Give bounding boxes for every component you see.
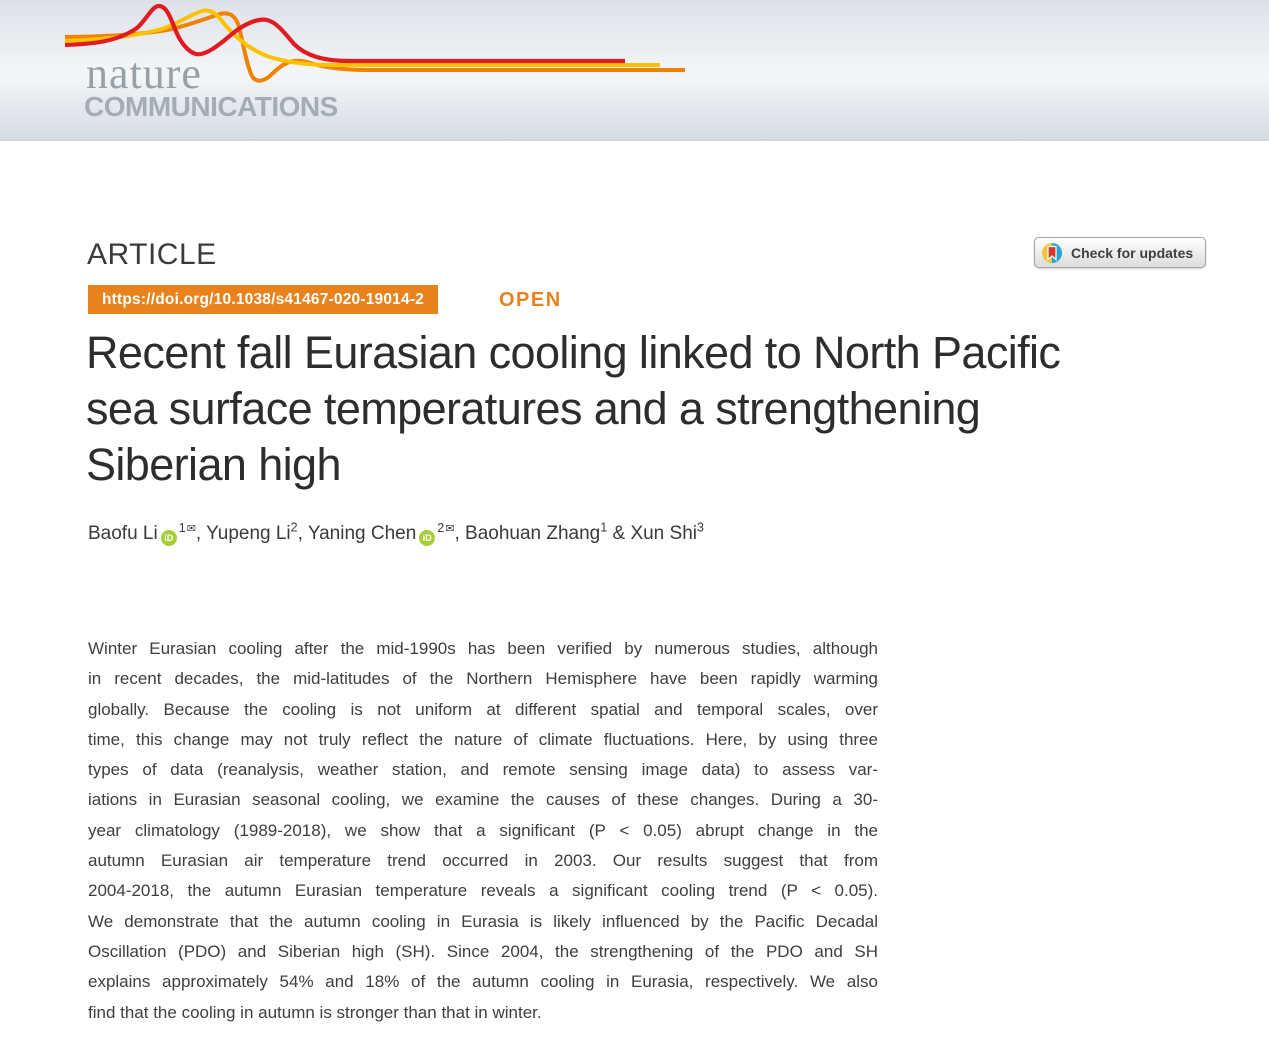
abstract-line: Winter Eurasian cooling after the mid-19…: [88, 639, 878, 658]
check-for-updates-button[interactable]: Check for updates: [1034, 237, 1207, 268]
abstract-line: in recent decades, the mid-latitudes of …: [88, 669, 878, 689]
affiliation-number: 1: [600, 521, 608, 535]
author-separator: &: [607, 523, 631, 545]
abstract-line: explains approximately 54% and 18% of th…: [88, 972, 878, 992]
crossmark-icon: [1042, 242, 1062, 263]
author-name[interactable]: Yaning Chen: [307, 523, 417, 545]
author: Baofu Li iD1✉,: [88, 521, 207, 547]
abstract-line: autumn Eurasian air temperature trend oc…: [88, 851, 878, 871]
journal-brand-communications[interactable]: COMMUNICATIONS: [84, 91, 338, 122]
author: Baohuan Zhang1 &: [465, 521, 631, 545]
abstract-line: time, this change may not truly reflect …: [88, 729, 878, 749]
abstract-line: globally. Because the cooling is not uni…: [88, 699, 878, 719]
check-for-updates-label: Check for updates: [1071, 244, 1194, 261]
orcid-icon[interactable]: iD: [160, 530, 177, 547]
affiliation-number: 2: [437, 521, 445, 535]
email-icon[interactable]: ✉: [186, 523, 196, 535]
affiliation-number: 3: [696, 521, 704, 535]
abstract-line: year climatology (1989-2018), we show th…: [88, 820, 878, 840]
author-separator: ,: [297, 523, 308, 545]
author: Yupeng Li2,: [206, 521, 308, 545]
author-separator: ,: [195, 523, 207, 545]
journal-masthead: nature COMMUNICATIONS: [0, 0, 1269, 141]
article-title: Recent fall Eurasian cooling linked to N…: [86, 325, 1061, 493]
abstract-line: We demonstrate that the autumn cooling i…: [88, 911, 878, 931]
title-line: Recent fall Eurasian cooling linked to N…: [86, 327, 1061, 378]
abstract-line: Oscillation (PDO) and Siberian high (SH)…: [88, 941, 878, 961]
author-affiliation-sup: 2: [291, 521, 298, 535]
author: Xun Shi3: [630, 521, 704, 545]
title-line: Siberian high: [86, 439, 341, 490]
abstract-line: iations in Eurasian seasonal cooling, we…: [88, 790, 878, 810]
abstract: Winter Eurasian cooling after the mid-19…: [88, 634, 878, 1028]
email-icon[interactable]: ✉: [445, 523, 455, 535]
abstract-line: 2004-2018, the autumn Eurasian temperatu…: [88, 881, 878, 901]
author-separator: ,: [454, 523, 466, 545]
author-affiliation-sup: 3: [697, 521, 704, 535]
affiliation-number: 1: [178, 521, 186, 535]
author-name[interactable]: Baofu Li: [88, 523, 158, 545]
abstract-line: types of data (reanalysis, weather stati…: [88, 760, 878, 780]
authors-line: Baofu Li iD1✉, Yupeng Li2, Yaning Chen iD2…: [88, 521, 704, 547]
title-line: sea surface temperatures and a strengthe…: [86, 383, 981, 434]
author-affiliation-sup: 1✉: [179, 521, 196, 535]
author-affiliation-sup: 1: [600, 521, 607, 535]
article-type-label: ARTICLE: [87, 238, 217, 271]
orcid-icon[interactable]: iD: [419, 530, 436, 547]
abstract-line: find that the cooling in autumn is stron…: [88, 1002, 542, 1022]
author: Yaning Chen iD2✉,: [307, 521, 466, 547]
author-name[interactable]: Baohuan Zhang: [465, 523, 601, 545]
affiliation-number: 2: [290, 521, 298, 535]
author-name[interactable]: Xun Shi: [630, 523, 697, 545]
doi-link[interactable]: https://doi.org/10.1038/s41467-020-19014…: [88, 285, 439, 314]
author-name[interactable]: Yupeng Li: [206, 523, 291, 545]
open-access-label: OPEN: [499, 289, 562, 311]
author-affiliation-sup: 2✉: [437, 521, 454, 535]
